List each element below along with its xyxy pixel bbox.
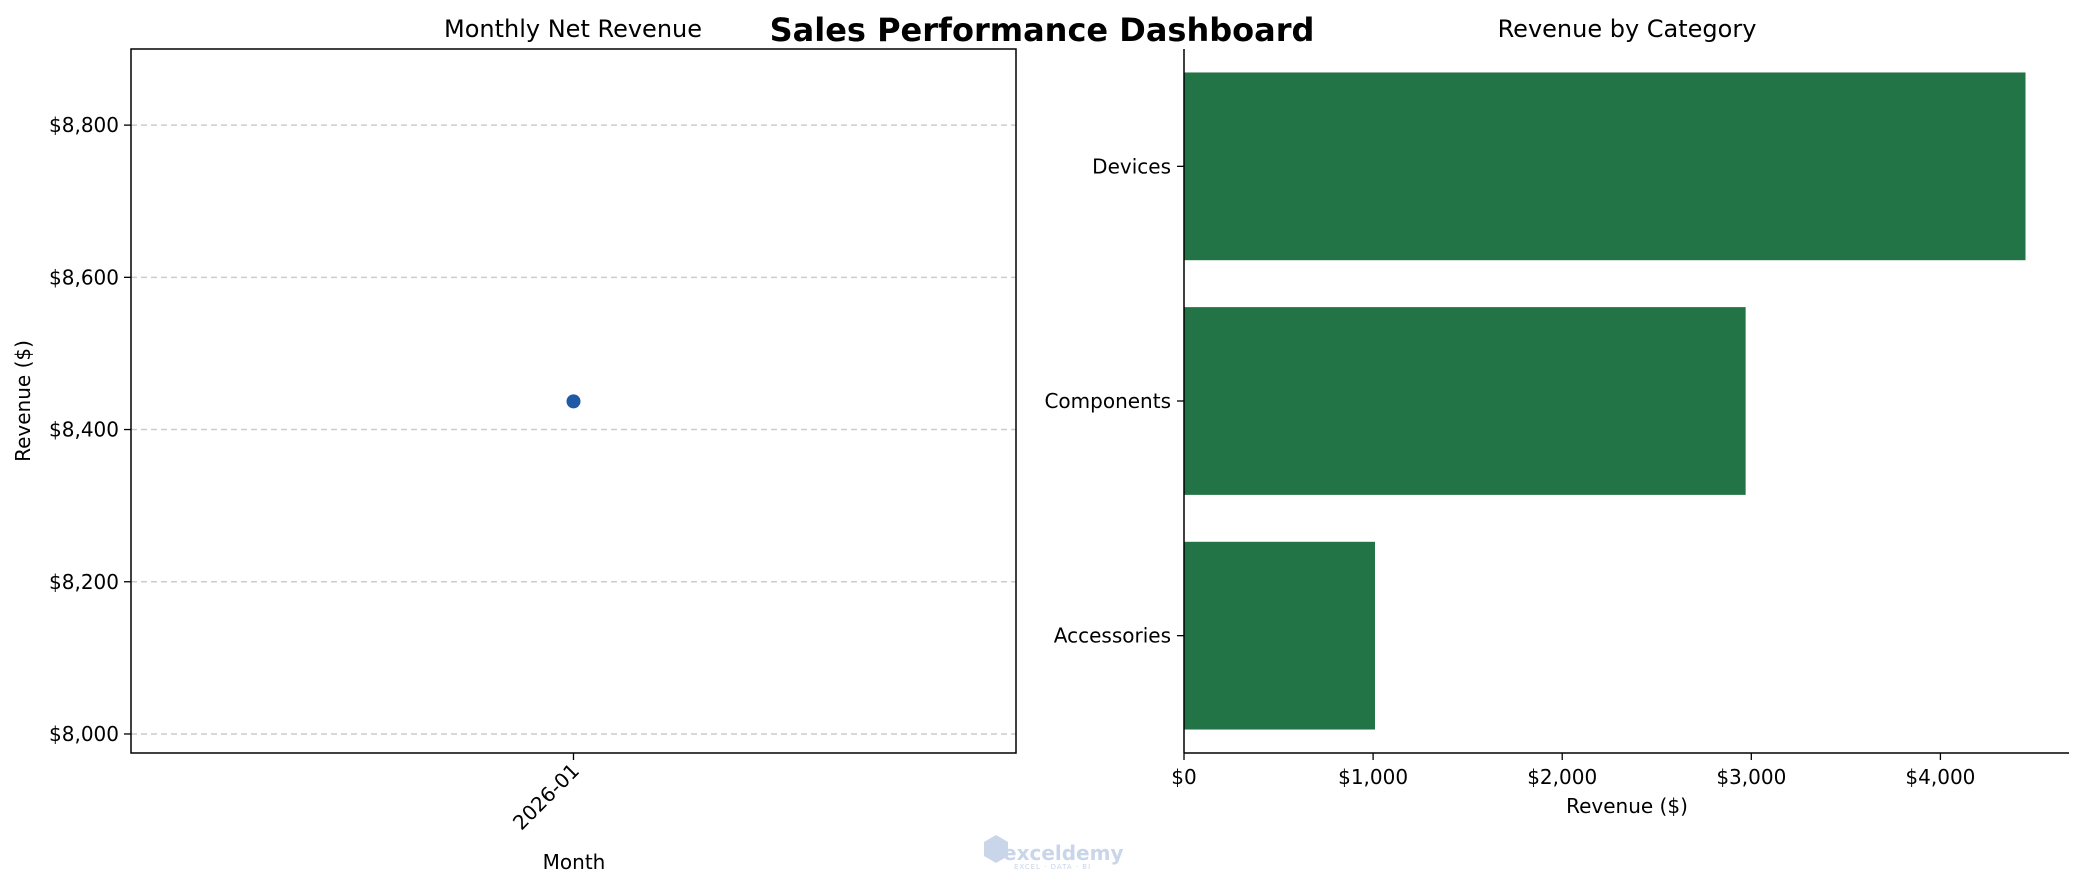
monthly-revenue-gridlines xyxy=(131,124,1016,735)
exceldemy-watermark: exceldemy EXCEL · DATA · BI xyxy=(984,835,1124,871)
x-tick-label: $3,000 xyxy=(1716,765,1786,789)
y-tick-label: $8,200 xyxy=(49,570,119,594)
monthly-revenue-chart: Monthly Net Revenue $8,000$8,200$8,400$8… xyxy=(11,15,1017,874)
watermark-tagline: EXCEL · DATA · BI xyxy=(1014,863,1091,871)
category-revenue-x-ticks: $0 $1,000 $2,000 $3,000 $4,000 xyxy=(1171,753,1975,789)
y-tick-label: $8,000 xyxy=(49,722,119,746)
category-revenue-chart: Revenue by Category Accessories Component… xyxy=(1044,15,2069,818)
x-tick-label: $1,000 xyxy=(1338,765,1408,789)
category-label: Accessories xyxy=(1054,624,1171,648)
monthly-revenue-plot-frame xyxy=(130,48,1017,754)
monthly-revenue-title: Monthly Net Revenue xyxy=(444,15,702,43)
category-revenue-x-label: Revenue ($) xyxy=(1566,794,1688,818)
watermark-name: exceldemy xyxy=(1003,841,1124,865)
y-tick-label: $8,800 xyxy=(49,113,119,137)
category-label: Components xyxy=(1044,389,1171,413)
revenue-point xyxy=(566,394,581,409)
category-revenue-y-ticks: Accessories Components Devices xyxy=(1044,154,1184,648)
monthly-revenue-x-label: Month xyxy=(543,850,606,874)
y-tick-label: $8,600 xyxy=(49,265,119,289)
category-bar xyxy=(1184,307,1746,495)
category-label: Devices xyxy=(1092,154,1171,178)
monthly-revenue-y-label: Revenue ($) xyxy=(11,340,35,462)
x-tick-label: $2,000 xyxy=(1527,765,1597,789)
category-revenue-title: Revenue by Category xyxy=(1498,15,1757,43)
monthly-revenue-y-ticks: $8,000 $8,200 $8,400 $8,600 $8,800 xyxy=(49,113,131,746)
dashboard-title: Sales Performance Dashboard xyxy=(770,11,1315,49)
category-revenue-bars xyxy=(1184,72,2026,730)
x-tick-label: 2026-01 xyxy=(508,759,584,835)
monthly-revenue-series xyxy=(566,394,581,409)
y-tick-label: $8,400 xyxy=(49,418,119,442)
category-bar xyxy=(1184,541,1375,730)
monthly-revenue-x-ticks: 2026-01 xyxy=(508,753,584,835)
category-bar xyxy=(1184,72,2026,261)
x-tick-label: $4,000 xyxy=(1905,765,1975,789)
x-tick-label: $0 xyxy=(1171,765,1196,789)
exceldemy-logo-icon xyxy=(984,835,1008,863)
